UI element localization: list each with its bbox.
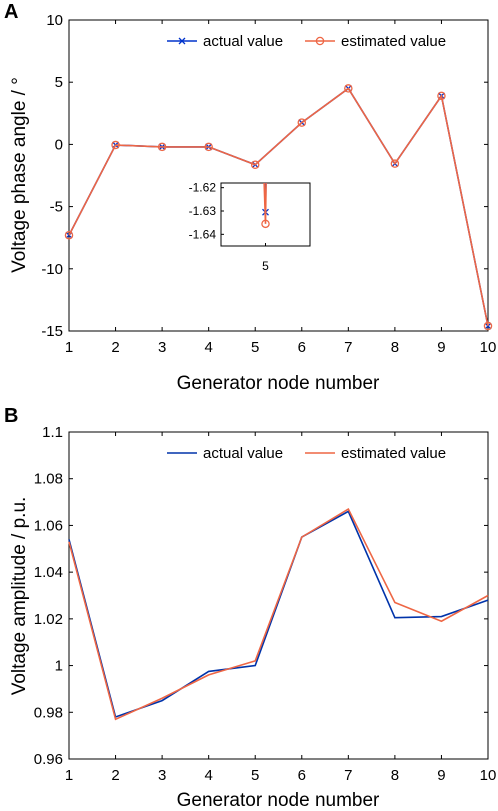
y-tick-label: 1.02 xyxy=(34,611,63,628)
y-axis-label-b: Voltage amplitude / p.u. xyxy=(9,497,30,696)
axes-box-b xyxy=(68,431,489,760)
y-axis-label-a: Voltage phase angle / ° xyxy=(9,77,30,273)
inset-marker-estimated xyxy=(261,219,270,229)
x-tick-label: 1 xyxy=(65,339,73,356)
legend-label-actual: actual value xyxy=(203,33,283,50)
y-tick-label: 1.04 xyxy=(34,564,63,581)
x-tick-label: 2 xyxy=(111,767,119,784)
y-tick-label: 5 xyxy=(55,74,63,91)
x-tick-label: 6 xyxy=(298,767,306,784)
x-ticks-b: 1 2 3 4 5 6 7 8 9 10 xyxy=(65,432,497,784)
x-tick-label: 9 xyxy=(437,767,445,784)
marker-circle-estimated xyxy=(204,142,213,152)
marker-circle-estimated xyxy=(297,118,307,127)
y-tick-label: 1 xyxy=(55,658,63,675)
legend-label-estimated: estimated value xyxy=(341,33,446,50)
series-group-a xyxy=(64,84,493,331)
y-tick-label: 1.06 xyxy=(34,517,63,534)
legend-label-actual: actual value xyxy=(203,445,283,462)
legend-a: actual value estimated value xyxy=(167,33,446,50)
y-tick-label: 10 xyxy=(46,12,63,29)
inset-x-tick-label: 5 xyxy=(262,259,269,273)
x-axis-label-b: Generator node number xyxy=(177,790,380,811)
x-tick-label: 8 xyxy=(391,767,399,784)
x-tick-label: 8 xyxy=(391,339,399,356)
marker-circle-estimated xyxy=(344,84,353,93)
panel-b-label: B xyxy=(4,405,18,427)
marker-circle-estimated xyxy=(390,159,400,168)
series-line-estimated xyxy=(68,87,489,327)
x-axis-label-a: Generator node number xyxy=(177,373,380,394)
x-ticks-a: 1 2 3 4 5 6 7 8 9 10 xyxy=(65,20,497,356)
marker-circle-estimated xyxy=(64,230,74,240)
panel-a-label: A xyxy=(4,1,18,23)
x-tick-label: 7 xyxy=(344,767,352,784)
y-tick-label: -15 xyxy=(41,323,63,340)
x-tick-label: 3 xyxy=(158,339,166,356)
panel-a: A -15 -10 -5 0 5 10 1 2 3 4 5 6 7 8 9 10 actual value e… xyxy=(4,1,497,394)
x-tick-label: 2 xyxy=(111,339,119,356)
x-tick-label: 10 xyxy=(480,767,497,784)
legend-marker-estimated xyxy=(315,36,325,46)
x-tick-label: 5 xyxy=(251,339,259,356)
inset-line-estimated xyxy=(263,183,267,224)
legend-marker-actual xyxy=(178,37,186,45)
series-line-estimated xyxy=(68,507,489,721)
series-group-b xyxy=(68,507,489,721)
marker-circle-estimated xyxy=(250,160,260,169)
x-tick-label: 10 xyxy=(480,339,497,356)
marker-circle-estimated xyxy=(483,321,493,331)
y-tick-label: 0 xyxy=(55,136,63,153)
x-tick-label: 5 xyxy=(251,767,259,784)
inset-y-tick-label: -1.63 xyxy=(189,204,217,218)
marker-circle-estimated xyxy=(437,91,446,101)
inset-y-tick-label: -1.62 xyxy=(189,181,217,195)
y-ticks-a: -15 -10 -5 0 5 10 xyxy=(41,12,488,340)
y-tick-label: -10 xyxy=(41,261,63,278)
x-tick-label: 9 xyxy=(437,339,445,356)
y-tick-label: 0.98 xyxy=(34,704,63,721)
x-tick-label: 4 xyxy=(204,767,212,784)
marker-circle-estimated xyxy=(111,140,120,150)
y-tick-label: 1.08 xyxy=(34,471,63,488)
x-tick-label: 4 xyxy=(204,339,212,356)
x-tick-label: 1 xyxy=(65,767,73,784)
inset-a: -1.62 -1.63 -1.64 5 xyxy=(189,181,311,273)
y-tick-label: -5 xyxy=(50,199,63,216)
x-tick-label: 7 xyxy=(344,339,352,356)
y-tick-label: 1.1 xyxy=(42,424,63,441)
x-tick-label: 6 xyxy=(298,339,306,356)
legend-b: actual value estimated value xyxy=(167,445,446,462)
inset-series-group xyxy=(261,183,270,229)
y-ticks-b: 0.96 0.98 1 1.02 1.04 1.06 1.08 1.1 xyxy=(34,424,488,768)
legend-label-estimated: estimated value xyxy=(341,445,446,462)
panel-b: B 0.96 0.98 1 1.02 1.04 1.06 1.08 1.1 1 2 3 4 5 6 7 8 9… xyxy=(4,405,496,811)
axes-box-a xyxy=(68,19,489,332)
marker-circle-estimated xyxy=(157,142,167,152)
x-tick-label: 3 xyxy=(158,767,166,784)
inset-y-tick-label: -1.64 xyxy=(189,227,217,241)
y-tick-label: 0.96 xyxy=(34,751,63,768)
